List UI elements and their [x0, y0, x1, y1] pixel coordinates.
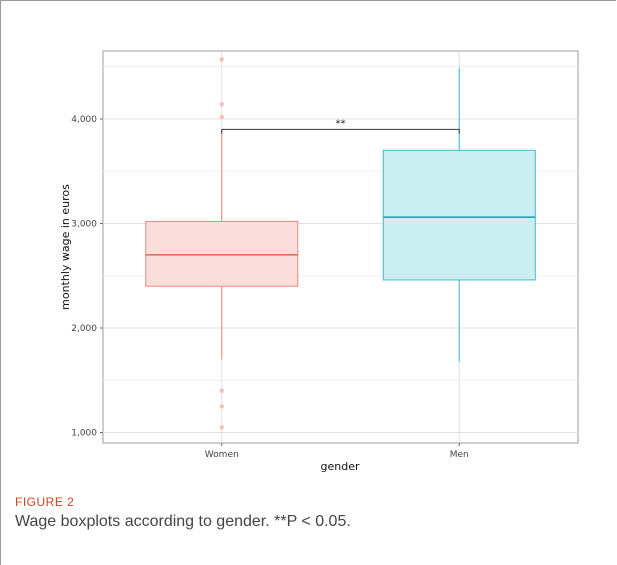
- outlier-point: [219, 404, 225, 409]
- outlier-point: [219, 114, 225, 120]
- box-iqr: [145, 220, 299, 287]
- outlier-point: [219, 425, 225, 430]
- outlier-point: [219, 388, 225, 394]
- y-tick-label: 4,000: [71, 115, 97, 125]
- outlier-point: [219, 57, 225, 62]
- x-tick-label: Women: [205, 450, 239, 460]
- box-iqr: [382, 149, 536, 281]
- axes: 1,000 2,000 3,000 4,000 Women Men: [71, 115, 469, 460]
- significance-label: **: [336, 118, 346, 129]
- x-tick-label: Men: [450, 450, 469, 460]
- box-group-men: [382, 67, 536, 362]
- outlier-point: [219, 102, 225, 107]
- box-group-women: [145, 57, 299, 430]
- y-axis-title: monthly wage in euros: [59, 184, 72, 310]
- figure-label: FIGURE 2: [15, 495, 75, 509]
- figure-caption: Wage boxplots according to gender. **P <…: [15, 513, 351, 530]
- y-tick-label: 3,000: [71, 219, 97, 229]
- y-tick-label: 2,000: [71, 324, 97, 334]
- y-tick-label: 1,000: [71, 429, 97, 439]
- x-axis-title: gender: [321, 460, 360, 473]
- boxes: **: [145, 57, 536, 430]
- boxplot-chart: ** 1,000 2,000 3,000 4,000 Women Men gender m…: [59, 50, 579, 473]
